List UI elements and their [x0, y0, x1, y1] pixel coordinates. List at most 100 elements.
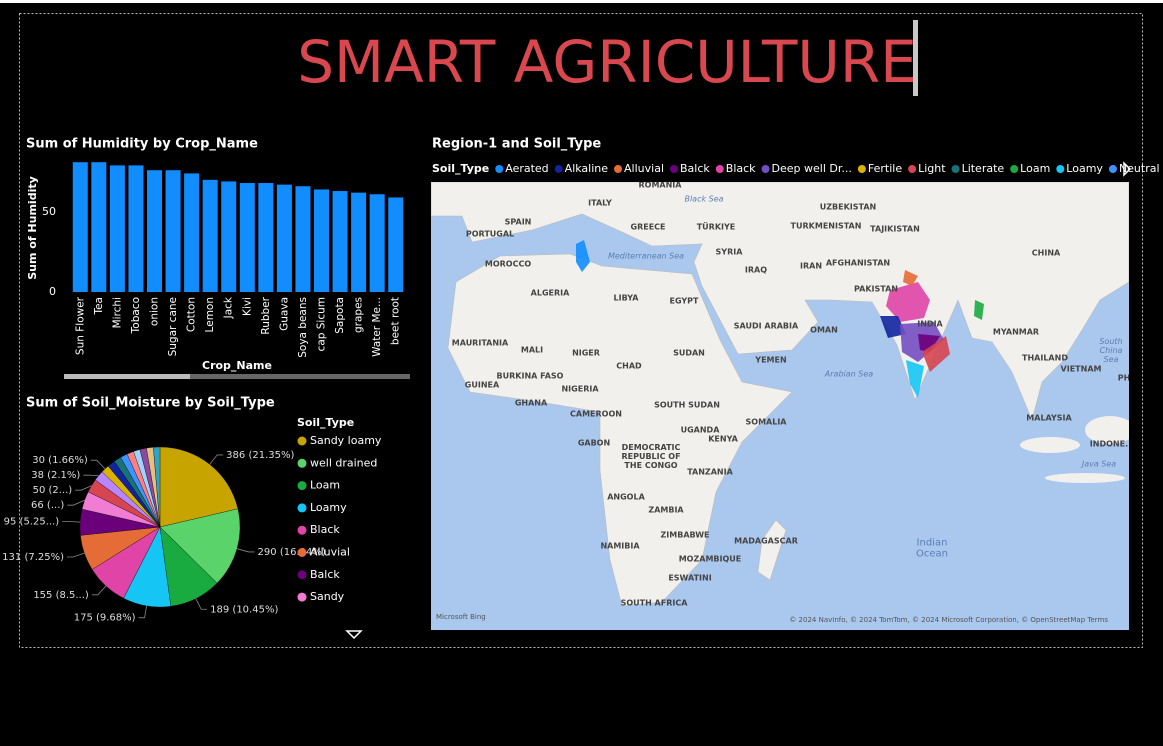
legend-label[interactable]: Alkaline: [565, 162, 609, 175]
map-label: Black Sea: [684, 195, 723, 204]
data-label: 66 (...): [31, 500, 64, 511]
legend-marker[interactable]: [297, 503, 307, 513]
bar[interactable]: [332, 191, 348, 292]
land-madagascar: [757, 519, 787, 581]
bar[interactable]: [276, 184, 292, 292]
x-tick-label: Water Me...: [371, 297, 383, 357]
legend-marker[interactable]: [1108, 165, 1117, 173]
map-canvas[interactable]: ROMANIA ITALY Black Sea UZBEKISTAN SPAIN PORT…: [431, 181, 1135, 631]
map-visual: Region-1 and Soil_Type Soil_Type ROMANIA…: [431, 137, 1160, 631]
legend-marker[interactable]: [297, 458, 307, 468]
bar[interactable]: [221, 181, 237, 292]
legend-label[interactable]: Light: [918, 162, 946, 175]
legend-marker[interactable]: [951, 165, 960, 173]
pie-slice[interactable]: [153, 446, 161, 528]
bar[interactable]: [369, 194, 385, 292]
legend-marker[interactable]: [1056, 165, 1065, 173]
legend-label[interactable]: Literate: [962, 162, 1005, 175]
bar[interactable]: [165, 170, 181, 292]
legend-label[interactable]: Loamy: [1066, 162, 1103, 175]
bar[interactable]: [128, 165, 144, 292]
legend-marker[interactable]: [761, 165, 770, 173]
map-label: DEMOCRATIC REPUBLIC OF THE CONGO: [621, 443, 680, 470]
legend-marker[interactable]: [908, 165, 917, 173]
legend-marker[interactable]: [670, 165, 679, 173]
legend-marker[interactable]: [1010, 165, 1019, 173]
map-label: Arabian Sea: [824, 370, 873, 379]
x-tick-label: Soya beans: [297, 297, 309, 358]
map-label: SOUTH SUDAN: [654, 401, 720, 410]
legend-marker[interactable]: [297, 436, 307, 446]
bar[interactable]: [91, 162, 107, 292]
bar[interactable]: [258, 183, 274, 292]
legend-label[interactable]: Balck: [310, 568, 340, 581]
legend-label[interactable]: Fertile: [868, 162, 902, 175]
legend-label[interactable]: Loamy: [310, 501, 347, 514]
legend-marker[interactable]: [715, 165, 724, 173]
map-label: SPAIN: [505, 218, 532, 227]
map-label: LIBYA: [614, 294, 640, 303]
legend-marker[interactable]: [297, 570, 307, 580]
bar[interactable]: [72, 162, 88, 292]
bar[interactable]: [388, 197, 404, 292]
soil-region[interactable]: [880, 316, 906, 338]
legend-marker[interactable]: [297, 592, 307, 602]
map-label: GUINEA: [465, 381, 500, 390]
leader-line: [195, 598, 208, 610]
legend-label[interactable]: well drained: [310, 456, 377, 469]
legend-marker[interactable]: [297, 548, 307, 557]
bar[interactable]: [202, 179, 218, 292]
soil-region[interactable]: [918, 334, 940, 352]
map-copyright: © 2024 NavInfo, © 2024 TomTom, © 2024 Mi…: [789, 616, 1108, 624]
land-islands: [1045, 473, 1125, 483]
legend-marker[interactable]: [554, 165, 563, 173]
soil-region[interactable]: [576, 240, 590, 272]
bar[interactable]: [295, 186, 311, 292]
legend-marker[interactable]: [495, 165, 504, 173]
soil-region[interactable]: [974, 300, 984, 320]
soil-region[interactable]: [906, 360, 924, 398]
india-regions: [576, 240, 984, 398]
legend-label[interactable]: Balck: [680, 162, 710, 175]
scrollbar-track[interactable]: [64, 374, 410, 379]
legend-label[interactable]: Black: [726, 162, 756, 175]
pie-slice[interactable]: [159, 508, 241, 584]
legend-next-arrow[interactable]: [1123, 161, 1132, 177]
legend-label[interactable]: Aerated: [505, 162, 548, 175]
pie-slice[interactable]: [159, 446, 239, 528]
bar[interactable]: [314, 189, 329, 292]
leader-line: [67, 499, 85, 506]
soil-region[interactable]: [922, 336, 950, 372]
legend-label[interactable]: Deep well Dr...: [772, 162, 852, 175]
legend-label[interactable]: Sandy loamy: [310, 434, 382, 447]
map-label: KENYA: [708, 435, 738, 444]
bar[interactable]: [109, 165, 125, 292]
legend-label[interactable]: Loam: [1020, 162, 1050, 175]
legend-marker[interactable]: [614, 165, 623, 173]
legend-label[interactable]: Black: [310, 523, 340, 536]
legend-label[interactable]: Alluvial: [310, 546, 350, 559]
map-label: INDIA: [917, 320, 943, 329]
map-label: GHANA: [515, 399, 548, 408]
top-strip: [0, 0, 1163, 3]
map-label: INDONE...: [1090, 440, 1134, 449]
bar[interactable]: [147, 170, 162, 292]
legend-label[interactable]: Sandy: [310, 590, 345, 603]
scrollbar-thumb[interactable]: [64, 374, 190, 379]
data-label: 50 (2...): [33, 485, 73, 496]
legend-label[interactable]: Alluvial: [624, 162, 664, 175]
legend-marker[interactable]: [297, 525, 307, 535]
soil-region[interactable]: [886, 282, 930, 322]
x-tick-label: Jack: [223, 296, 235, 319]
soil-region[interactable]: [903, 270, 918, 286]
x-tick-label: Tea: [93, 297, 105, 316]
bar[interactable]: [184, 173, 200, 292]
legend-marker[interactable]: [857, 165, 866, 173]
map-label: MOROCCO: [485, 260, 531, 269]
bar[interactable]: [239, 183, 255, 292]
legend-label[interactable]: Loam: [310, 479, 340, 492]
legend-marker[interactable]: [297, 481, 307, 491]
legend-scroll-arrow[interactable]: [345, 630, 363, 640]
bar[interactable]: [351, 192, 367, 292]
legend-label[interactable]: Neutral: [1119, 162, 1160, 175]
